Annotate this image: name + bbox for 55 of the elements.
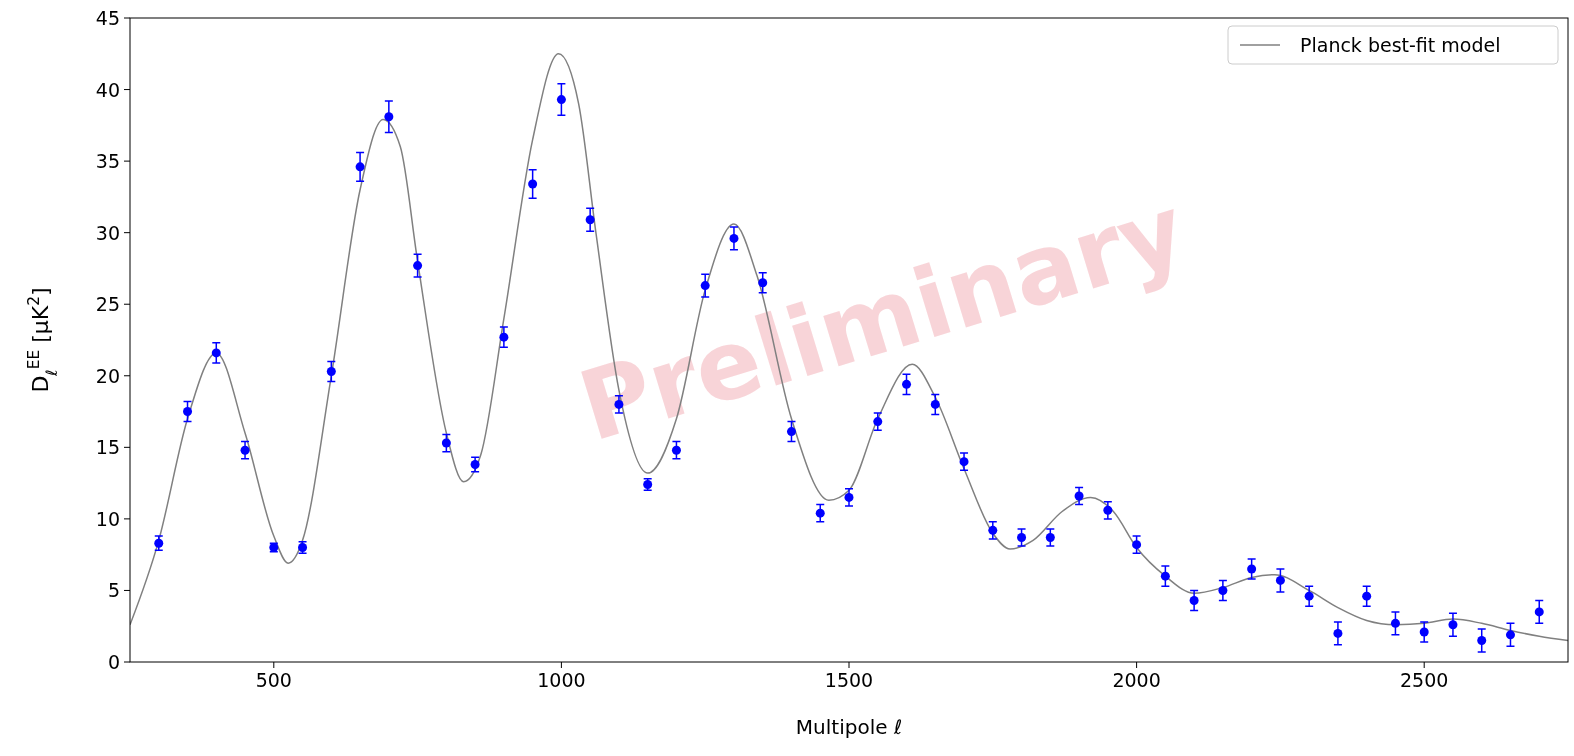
x-axis-title: Multipole ℓ <box>795 715 903 739</box>
point <box>844 492 854 502</box>
y-tick-label: 20 <box>95 364 120 387</box>
point <box>1362 591 1372 601</box>
point <box>1505 630 1515 640</box>
point <box>1247 564 1257 574</box>
point <box>240 445 250 455</box>
point <box>1017 532 1027 542</box>
y-tick-label: 35 <box>95 150 120 173</box>
x-tick-label: 1500 <box>824 669 874 691</box>
point <box>1448 620 1458 630</box>
point <box>1189 595 1199 605</box>
point <box>1132 540 1142 550</box>
point <box>384 112 394 122</box>
x-tick-label: 2000 <box>1112 669 1161 691</box>
y-tick-label: 10 <box>95 507 120 530</box>
point <box>528 179 538 189</box>
legend-label: Planck best-fit model <box>1300 34 1501 56</box>
point <box>470 460 480 470</box>
point <box>499 332 509 342</box>
point <box>1390 618 1400 628</box>
x-tick-label: 500 <box>255 669 292 691</box>
y-tick-label: 0 <box>107 651 120 673</box>
point <box>1074 491 1084 501</box>
point <box>1477 636 1487 646</box>
point <box>154 538 164 548</box>
point <box>1045 532 1055 542</box>
point <box>1160 571 1170 581</box>
point <box>815 508 825 518</box>
point <box>1534 607 1544 617</box>
point <box>1275 575 1285 585</box>
point <box>671 445 681 455</box>
y-tick-label: 45 <box>95 7 120 29</box>
point <box>556 95 566 105</box>
y-tick-label: 40 <box>95 78 120 101</box>
y-tick-label: 15 <box>95 436 120 459</box>
point <box>1103 505 1113 515</box>
point <box>355 162 365 172</box>
point <box>959 457 969 467</box>
point <box>988 525 998 535</box>
point <box>441 438 451 448</box>
y-tick-label: 30 <box>95 221 120 244</box>
point <box>413 261 423 271</box>
point <box>1419 627 1429 637</box>
point <box>1333 628 1343 638</box>
point <box>1304 591 1314 601</box>
y-tick-label: 5 <box>107 579 120 602</box>
point <box>326 366 336 376</box>
y-tick-label: 25 <box>95 293 120 316</box>
x-tick-label: 1000 <box>537 669 586 691</box>
line-series <box>130 53 1568 642</box>
point <box>211 348 221 358</box>
point <box>1218 585 1228 595</box>
x-tick-label: 2500 <box>1400 669 1449 691</box>
point <box>183 407 193 417</box>
